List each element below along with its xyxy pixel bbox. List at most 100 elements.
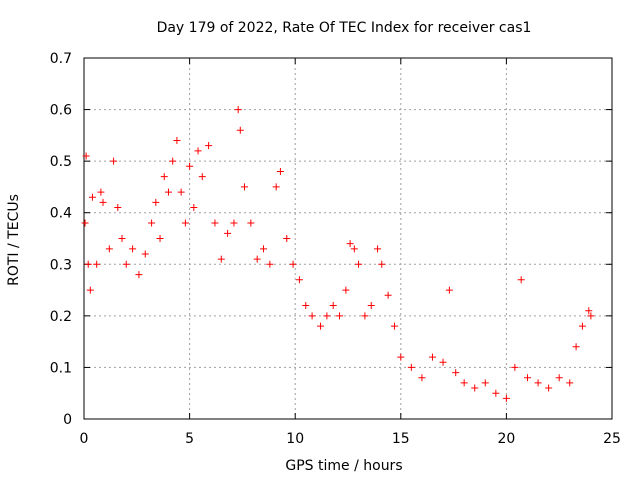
roti-point xyxy=(481,379,489,387)
x-tick-label: 20 xyxy=(497,431,515,447)
roti-point xyxy=(367,302,375,310)
roti-point xyxy=(407,363,415,371)
roti-point xyxy=(342,286,350,294)
plot-area-frame xyxy=(83,57,613,420)
roti-point xyxy=(555,374,563,382)
roti-point xyxy=(578,322,586,330)
roti-point xyxy=(156,235,164,242)
roti-point xyxy=(86,286,94,294)
roti-point xyxy=(194,147,202,155)
roti-point xyxy=(129,245,137,253)
roti-point xyxy=(118,235,126,242)
y-tick-label: 0.1 xyxy=(50,360,72,376)
roti-point xyxy=(205,142,213,150)
roti-point xyxy=(177,188,185,196)
roti-point xyxy=(502,394,510,402)
roti-point xyxy=(84,260,92,268)
roti-point xyxy=(169,157,177,165)
roti-point xyxy=(511,363,519,371)
roti-point xyxy=(492,389,500,397)
roti-point xyxy=(534,379,542,387)
roti-point xyxy=(418,374,426,382)
roti-point xyxy=(545,384,553,392)
roti-point xyxy=(122,260,130,268)
x-tick-label: 10 xyxy=(286,431,304,447)
roti-point xyxy=(384,291,392,299)
roti-point xyxy=(152,198,160,206)
roti-point xyxy=(524,374,532,382)
roti-point xyxy=(230,219,238,227)
roti-point xyxy=(566,379,574,387)
roti-point xyxy=(81,219,89,227)
roti-point xyxy=(266,260,274,268)
roti-point xyxy=(190,204,198,212)
roti-point xyxy=(390,322,398,330)
roti-point xyxy=(260,245,268,253)
data-points xyxy=(81,106,595,402)
roti-point xyxy=(572,343,580,351)
x-tick-label: 0 xyxy=(80,431,89,447)
roti-point xyxy=(317,322,325,330)
y-tick-label: 0.7 xyxy=(50,51,72,67)
roti-point xyxy=(336,312,344,320)
roti-point xyxy=(97,188,105,196)
roti-point xyxy=(99,198,107,206)
x-tick-label: 25 xyxy=(603,431,621,447)
roti-point xyxy=(302,302,310,310)
roti-point xyxy=(236,126,244,134)
roti-point xyxy=(148,219,156,227)
roti-point xyxy=(346,240,354,248)
roti-point xyxy=(445,286,453,294)
roti-point xyxy=(452,369,460,377)
roti-point xyxy=(141,250,149,258)
roti-point xyxy=(186,162,194,170)
roti-point xyxy=(361,312,369,320)
roti-point xyxy=(173,137,181,145)
roti-point xyxy=(276,167,284,175)
roti-point xyxy=(355,260,363,268)
roti-point xyxy=(164,188,172,196)
y-tick-label: 0 xyxy=(63,412,72,428)
roti-point xyxy=(110,157,118,165)
roti-point xyxy=(439,358,447,366)
y-tick-label: 0.3 xyxy=(50,257,72,273)
roti-point xyxy=(105,245,113,253)
roti-point xyxy=(585,307,593,315)
y-tick-label: 0.6 xyxy=(50,103,72,119)
roti-point xyxy=(88,193,96,201)
roti-point xyxy=(329,302,337,310)
roti-point xyxy=(217,255,225,263)
chart-title: Day 179 of 2022, Rate Of TEC Index for r… xyxy=(157,20,532,36)
roti-point xyxy=(160,173,168,181)
roti-point xyxy=(114,204,122,212)
x-tick-label: 15 xyxy=(392,431,410,447)
roti-point xyxy=(289,260,297,268)
roti-point xyxy=(211,219,219,227)
y-tick-label: 0.4 xyxy=(50,206,72,222)
roti-point xyxy=(397,353,405,361)
roti-point xyxy=(517,276,525,284)
roti-point xyxy=(471,384,479,392)
roti-point xyxy=(587,312,595,320)
roti-point xyxy=(247,219,255,227)
roti-point xyxy=(378,260,386,268)
roti-point xyxy=(82,152,90,160)
y-tick-label: 0.5 xyxy=(50,154,72,170)
roti-point xyxy=(135,271,143,279)
roti-point xyxy=(272,183,280,191)
roti-point xyxy=(428,353,436,361)
x-tick-label: 5 xyxy=(185,431,194,447)
roti-point xyxy=(460,379,468,387)
roti-point xyxy=(241,183,249,191)
roti-point xyxy=(253,255,261,263)
roti-point xyxy=(181,219,189,227)
x-axis-label: GPS time / hours xyxy=(285,458,402,474)
roti-point xyxy=(198,173,206,181)
y-tick-label: 0.2 xyxy=(50,309,72,325)
roti-point xyxy=(224,229,232,237)
roti-point xyxy=(295,276,303,284)
roti-point xyxy=(374,245,382,253)
y-axis-label: ROTI / TECUs xyxy=(6,194,22,286)
roti-point xyxy=(93,260,101,268)
